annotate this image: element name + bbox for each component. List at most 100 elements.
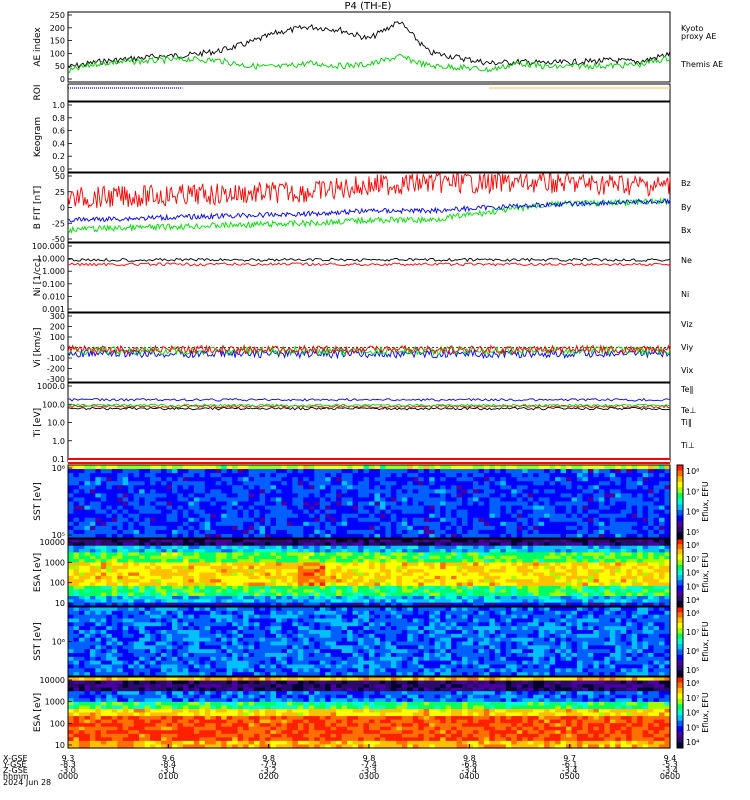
spectrogram-cell [412, 582, 419, 587]
spectrogram-cell [396, 525, 403, 531]
spectrogram-cell [516, 555, 523, 560]
spectrogram-cell [341, 485, 348, 490]
spectrogram-cell [401, 599, 408, 604]
spectrogram-cell [549, 579, 556, 584]
spectrogram-cell [336, 521, 343, 527]
spectrogram-cell [210, 607, 217, 612]
spectrogram-cell [89, 668, 96, 673]
spectrogram-cell [544, 582, 551, 587]
panel-5-legend-entry: Viz [681, 320, 693, 329]
spectrogram-cell [259, 633, 266, 639]
spectrogram-cell [664, 569, 671, 574]
spectrogram-cell [330, 493, 337, 499]
spectrogram-cell [412, 513, 419, 519]
spectrogram-cell [653, 555, 660, 560]
spectrogram-cell [182, 545, 189, 550]
spectrogram-cell [576, 529, 584, 535]
spectrogram-cell [73, 572, 80, 577]
spectrogram-cell [467, 501, 474, 507]
spectrogram-cell [275, 555, 283, 560]
spectrogram-cell [451, 572, 458, 577]
spectrogram-cell [171, 664, 179, 669]
spectrogram-cell [270, 589, 277, 594]
spectrogram-cell [336, 533, 343, 539]
spectrogram-cell [609, 552, 616, 557]
spectrogram-cell [150, 469, 157, 474]
spectrogram-cell [467, 513, 474, 519]
spectrogram-cell [133, 607, 140, 612]
spectrogram-cell [434, 469, 441, 474]
spectrogram-cell [188, 672, 195, 677]
spectrogram-cell [68, 509, 75, 515]
spectrogram-cell [254, 542, 261, 547]
spectrogram-cell [292, 497, 299, 503]
spectrogram-cell [347, 501, 354, 507]
spectrogram-cell [358, 562, 365, 567]
spectrogram-cell [637, 602, 644, 607]
spectrogram-cell [604, 555, 611, 560]
spectrogram-cell [89, 653, 96, 658]
spectrogram-cell [631, 501, 638, 507]
spectrogram-cell [106, 533, 113, 539]
spectrogram-cell [106, 660, 113, 666]
spectrogram-cell [199, 549, 206, 553]
spectrogram-cell [166, 664, 173, 669]
spectrogram-cell [95, 497, 102, 503]
spectrogram-cell [248, 493, 255, 499]
spectrogram-cell [478, 555, 485, 560]
spectrogram-cell [259, 552, 266, 557]
spectrogram-cell [286, 509, 293, 515]
spectrogram-cell [412, 565, 419, 570]
spectrogram-cell [232, 664, 239, 669]
spectrogram-cell [265, 572, 272, 577]
spectrogram-cell [615, 513, 622, 519]
spectrogram-cell [341, 525, 348, 531]
spectrogram-cell [566, 509, 573, 515]
spectrogram-cell [533, 481, 540, 486]
spectrogram-cell [78, 555, 86, 560]
spectrogram-cell [456, 552, 463, 557]
spectrogram-cell [210, 660, 217, 666]
spectrogram-cell [133, 485, 140, 490]
spectrogram-cell [166, 649, 173, 654]
spectrogram-cell [472, 493, 480, 499]
spectrogram-cell [538, 465, 545, 470]
spectrogram-cell [396, 505, 403, 511]
spectrogram-cell [215, 579, 222, 584]
spectrogram-cell [281, 549, 288, 553]
spectrogram-cell [100, 602, 107, 607]
spectrogram-cell [330, 517, 337, 523]
spectrogram-cell [582, 575, 589, 580]
spectrogram-cell [330, 555, 337, 560]
spectrogram-cell [128, 649, 135, 654]
spectrogram-cell [330, 585, 337, 590]
spectrogram-cell [648, 469, 655, 474]
spectrogram-cell [576, 569, 584, 574]
spectrogram-cell [259, 521, 266, 527]
spectrogram-cell [161, 582, 168, 587]
spectrogram-cell [188, 465, 195, 470]
spectrogram-cell [467, 572, 474, 577]
spectrogram-cell [166, 622, 173, 627]
spectrogram-cell [215, 545, 222, 550]
spectrogram-cell [232, 622, 239, 627]
spectrogram-cell [133, 493, 140, 499]
spectrogram-cell [259, 505, 266, 511]
spectrogram-cell [237, 552, 244, 557]
spectrogram-cell [270, 465, 277, 470]
spectrogram-cell [73, 672, 80, 677]
spectrogram-cell [254, 656, 261, 662]
spectrogram-cell [144, 552, 151, 557]
spectrogram-cell [418, 497, 425, 503]
spectrogram-cell [363, 493, 370, 499]
spectrogram-cell [440, 555, 447, 560]
spectrogram-cell [221, 660, 228, 666]
spectrogram-cell [166, 545, 173, 550]
spectrogram-cell [171, 626, 179, 631]
spectrogram-cell [155, 595, 162, 600]
spectrogram-cell [549, 565, 556, 570]
spectrogram-cell [221, 562, 228, 567]
spectrogram-cell [155, 660, 162, 666]
spectrogram-cell [385, 493, 392, 499]
spectrogram-cell [494, 579, 501, 584]
